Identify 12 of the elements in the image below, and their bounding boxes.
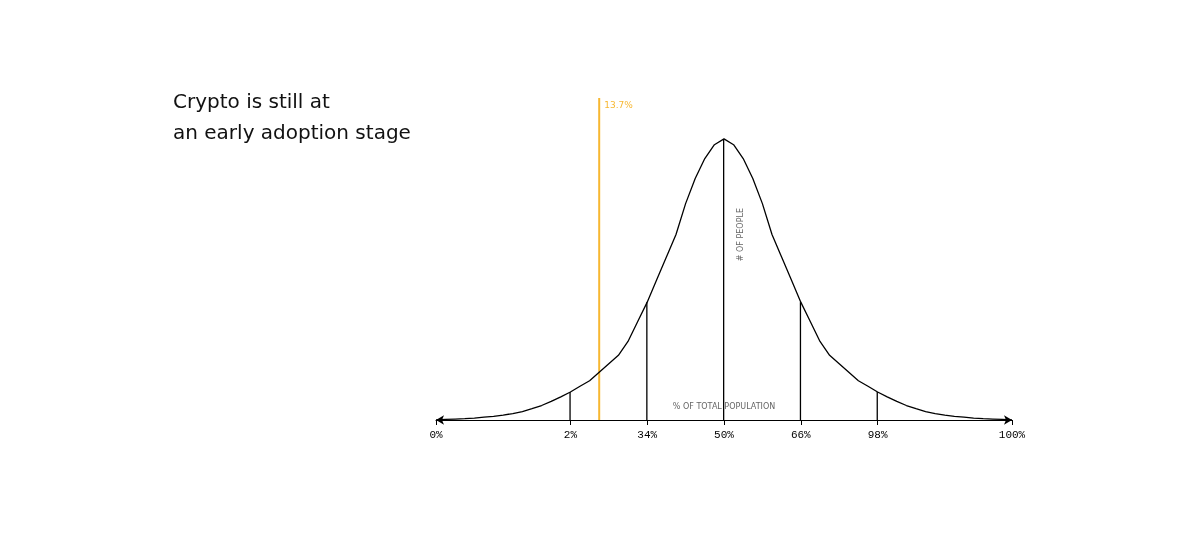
x-tick-label: 2% [563, 428, 578, 441]
y-axis-title: # OF PEOPLE [735, 208, 745, 262]
x-tick-label: 50% [714, 428, 735, 441]
chart-title: Crypto is still at an early adoption stage [173, 88, 411, 144]
bar [598, 98, 601, 420]
x-tick-label: 66% [790, 428, 812, 441]
x-tick-label: 100% [998, 428, 1026, 441]
annotation: 13.7% [604, 99, 634, 110]
x-tick-label: 34% [637, 428, 658, 441]
x-tick-label: 98% [867, 428, 888, 441]
x-tick-label: 0% [429, 428, 443, 441]
x-axis-title: % OF TOTAL POPULATION [672, 401, 776, 411]
